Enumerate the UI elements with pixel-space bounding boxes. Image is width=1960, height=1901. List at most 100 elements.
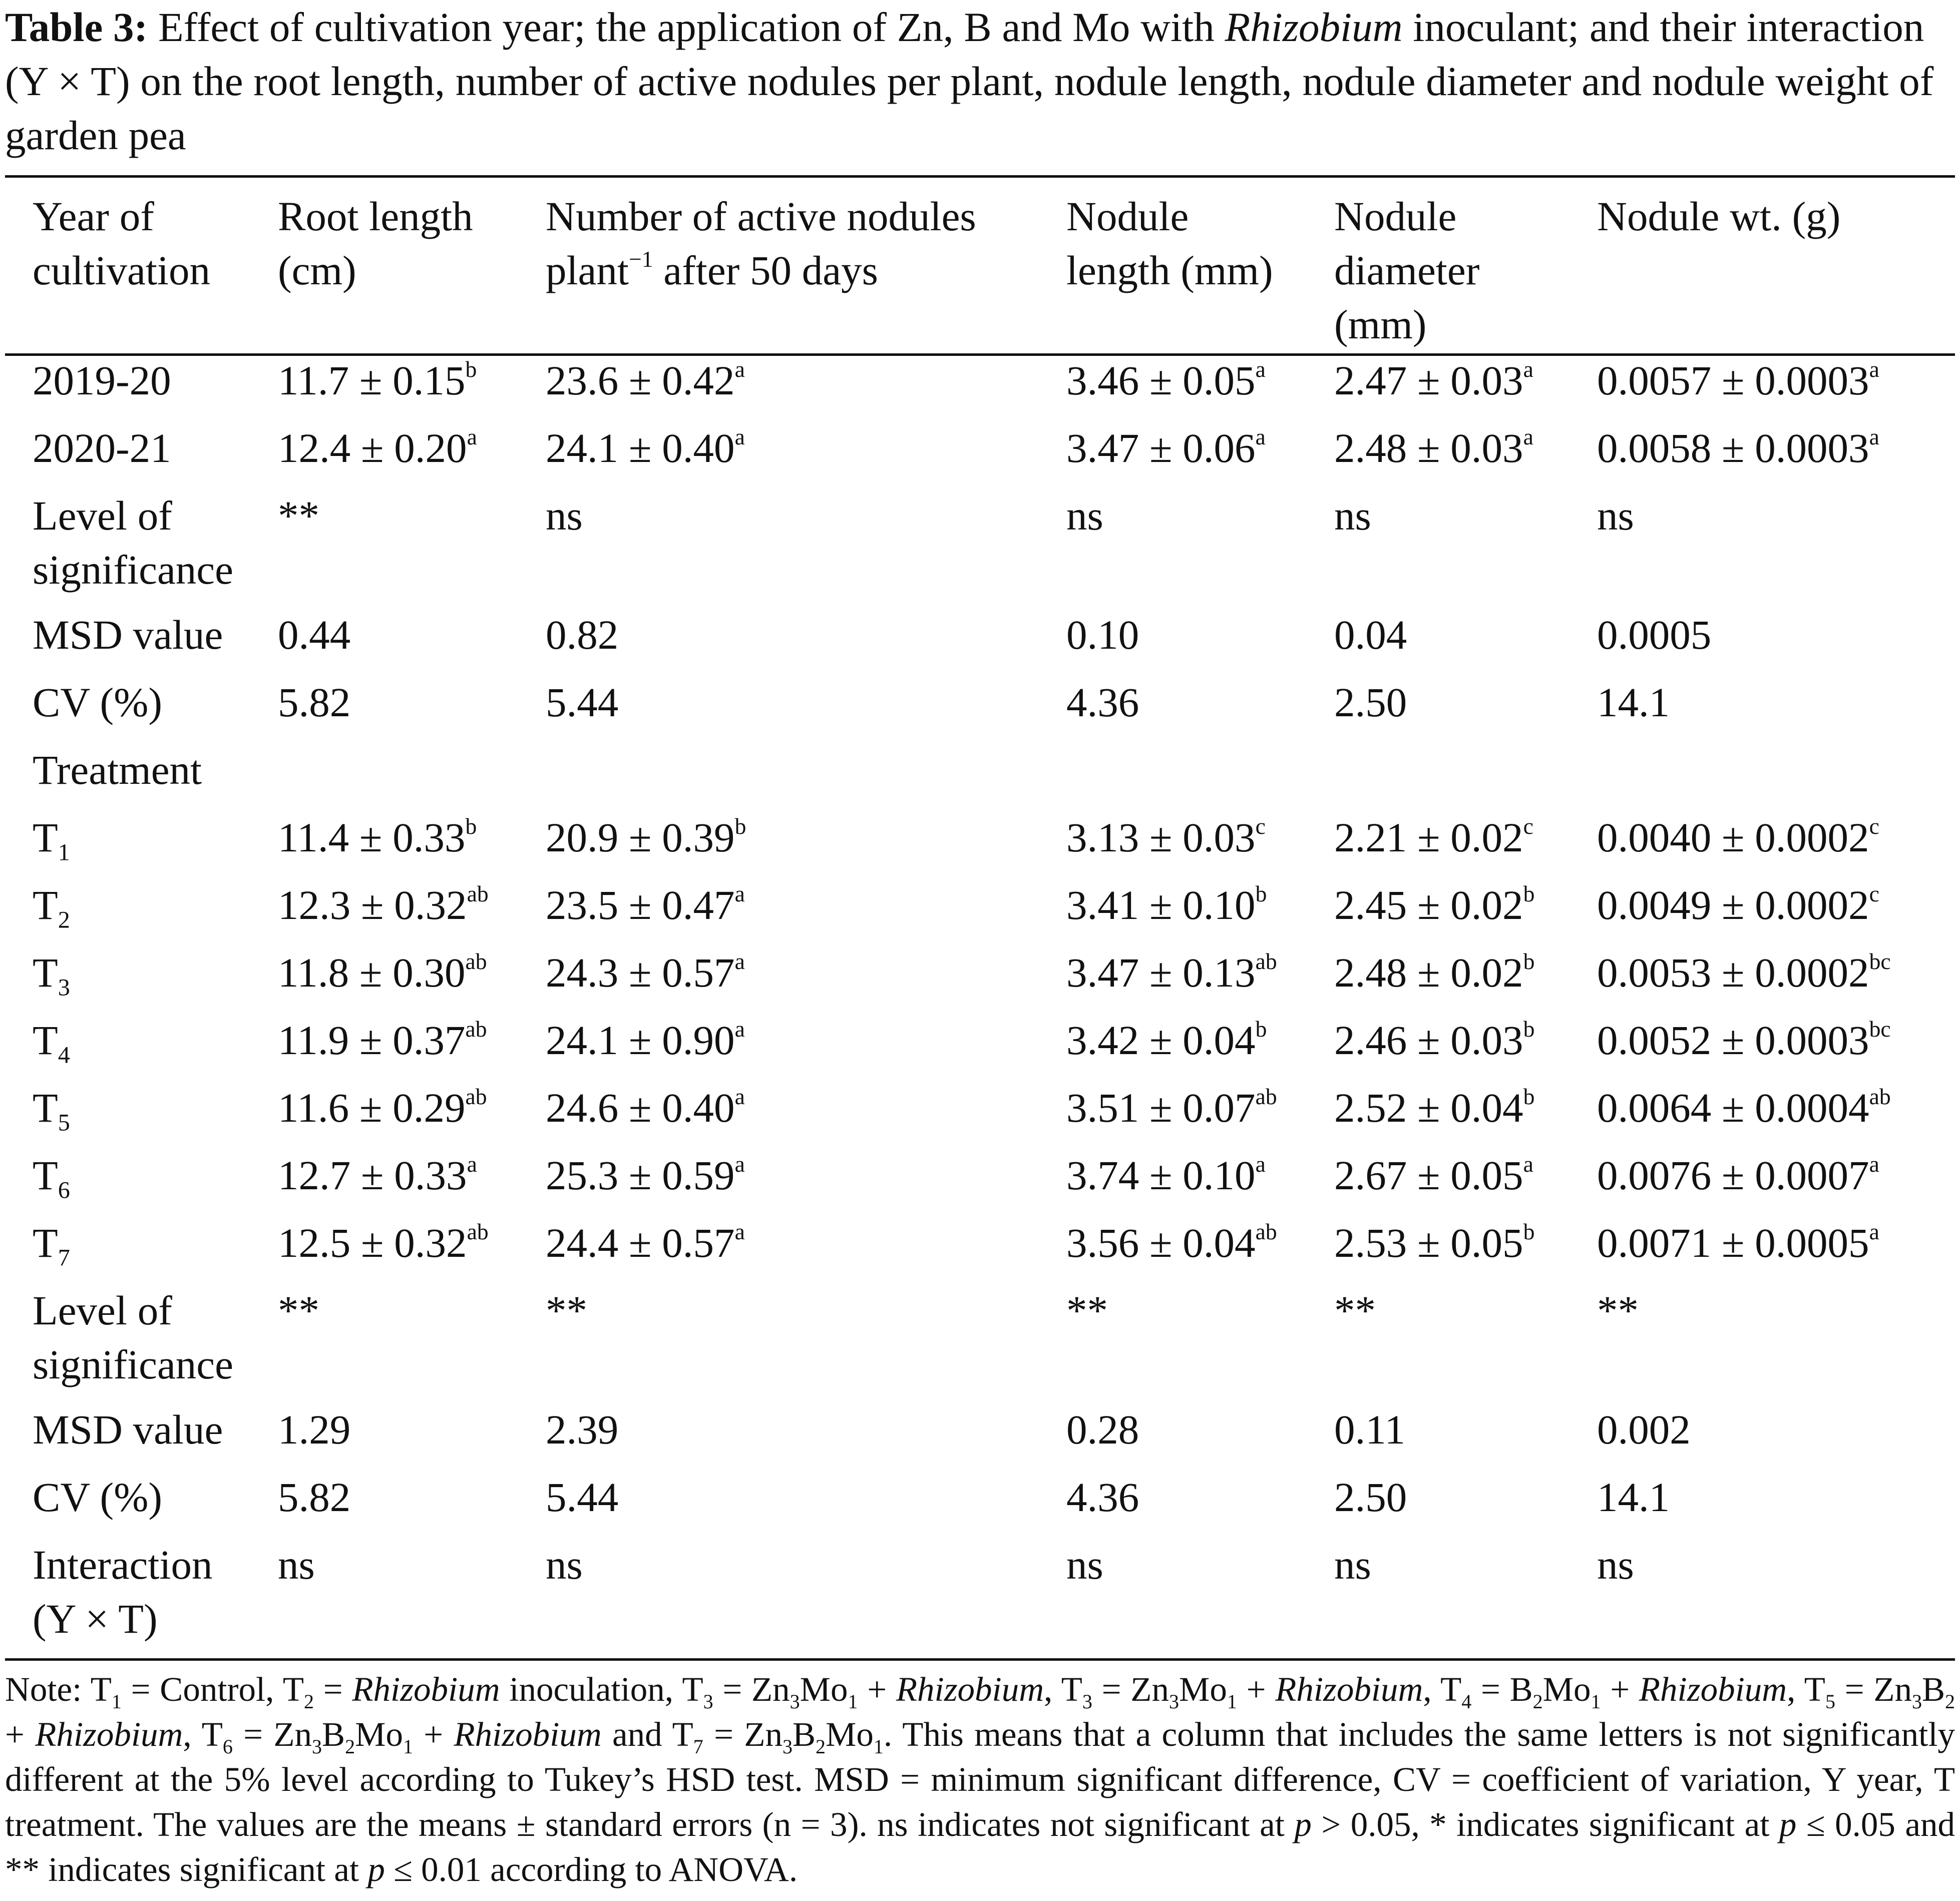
table-cell: 0.11 bbox=[1334, 1406, 1406, 1453]
year-significance-row: Level of significance ** ns ns ns ns bbox=[5, 489, 1955, 608]
treatment-significance-row: Level of significance ** ** ** ** ** bbox=[5, 1283, 1955, 1402]
table-cell: ns bbox=[1066, 1542, 1103, 1588]
table-cell: 2.50 bbox=[1334, 1474, 1407, 1520]
table-cell: ** bbox=[278, 493, 319, 539]
table-cell: 0.002 bbox=[1597, 1406, 1691, 1453]
table-cell: 0.04 bbox=[1334, 612, 1407, 658]
treatment-row: T4 11.9 ± 0.37ab 24.1 ± 0.90a 3.42 ± 0.04b 2… bbox=[5, 1013, 1955, 1081]
table-cell: 2.46 ± 0.03b bbox=[1334, 1016, 1535, 1063]
table-cell: 2.48 ± 0.03a bbox=[1334, 423, 1533, 471]
table-cell: ** bbox=[546, 1287, 587, 1333]
row-label: T2 bbox=[33, 882, 70, 933]
row-label: Interaction (Y × T) bbox=[33, 1542, 213, 1642]
table-cell: ns bbox=[278, 1542, 315, 1588]
year-row: 2019-20 11.7 ± 0.15b 23.6 ± 0.42a 3.46 ± 0.… bbox=[5, 353, 1955, 421]
header-nodule-diameter: Nodule diameter (mm) bbox=[1334, 193, 1480, 347]
table-cell: 2.52 ± 0.04b bbox=[1334, 1083, 1535, 1131]
table-cell: ns bbox=[1334, 1542, 1371, 1588]
table-cell: 2.21 ± 0.02c bbox=[1334, 813, 1533, 860]
table-cell: 2.48 ± 0.02b bbox=[1334, 948, 1535, 996]
table-cell: 24.3 ± 0.57a bbox=[546, 948, 745, 996]
treatment-row: T6 12.7 ± 0.33a 25.3 ± 0.59a 3.74 ± 0.10a 2.… bbox=[5, 1148, 1955, 1216]
header-root-length: Root length (cm) bbox=[278, 193, 473, 293]
header-nodule-weight: Nodule wt. (g) bbox=[1597, 193, 1841, 239]
table-page: Table 3: Effect of cultivation year; the… bbox=[5, 0, 1955, 1901]
table-cell: 0.10 bbox=[1066, 612, 1139, 658]
table-cell: 3.56 ± 0.04ab bbox=[1066, 1218, 1277, 1266]
table-cell: 2.67 ± 0.05a bbox=[1334, 1151, 1533, 1198]
year-msd-row: MSD value 0.44 0.82 0.10 0.04 0.0005 bbox=[5, 608, 1955, 675]
table-cell: 0.0071 ± 0.0005a bbox=[1597, 1218, 1879, 1266]
table-cell: 3.46 ± 0.05a bbox=[1066, 356, 1266, 403]
table-cell: 5.44 bbox=[546, 679, 619, 725]
table-cell: ns bbox=[1066, 493, 1103, 539]
table-cell: 23.5 ± 0.47a bbox=[546, 880, 745, 928]
row-label: CV (%) bbox=[33, 1474, 162, 1520]
table-cell: 12.5 ± 0.32ab bbox=[278, 1218, 489, 1266]
row-label: MSD value bbox=[33, 612, 223, 658]
treatment-heading-row: Treatment bbox=[5, 743, 1955, 810]
row-label: Level of significance bbox=[33, 1287, 233, 1387]
table-cell: 5.82 bbox=[278, 1474, 351, 1520]
table-cell: 4.36 bbox=[1066, 679, 1139, 725]
table-cell: 12.7 ± 0.33a bbox=[278, 1151, 477, 1198]
table-cell: 0.0058 ± 0.0003a bbox=[1597, 423, 1879, 471]
table-cell: ns bbox=[1334, 493, 1371, 539]
table-cell: ** bbox=[1066, 1287, 1108, 1333]
table-cell: 4.36 bbox=[1066, 1474, 1139, 1520]
caption-italic: Rhizobium bbox=[1225, 4, 1403, 50]
table-cell: 2.47 ± 0.03a bbox=[1334, 356, 1533, 403]
table-cell: 2.45 ± 0.02b bbox=[1334, 880, 1535, 928]
row-label: 2020-21 bbox=[33, 425, 171, 471]
row-label: CV (%) bbox=[33, 679, 162, 725]
table-cell: ** bbox=[1334, 1287, 1376, 1333]
table-cell: 2.53 ± 0.05b bbox=[1334, 1218, 1535, 1266]
table-cell: 12.3 ± 0.32ab bbox=[278, 880, 489, 928]
table-cell: 0.44 bbox=[278, 612, 351, 658]
table-body: 2019-20 11.7 ± 0.15b 23.6 ± 0.42a 3.46 ± 0.… bbox=[5, 353, 1955, 1657]
table-cell: 11.8 ± 0.30ab bbox=[278, 948, 487, 996]
results-table: Year of cultivation Root length (cm) Numbe… bbox=[5, 189, 1955, 1657]
header-row: Year of cultivation Root length (cm) Numbe… bbox=[5, 189, 1955, 353]
treatment-row: T1 11.4 ± 0.33b 20.9 ± 0.39b 3.13 ± 0.03c 2.… bbox=[5, 810, 1955, 878]
table-caption: Table 3: Effect of cultivation year; the… bbox=[5, 0, 1955, 162]
table-cell: 0.0049 ± 0.0002c bbox=[1597, 880, 1879, 928]
table-cell: 0.28 bbox=[1066, 1406, 1139, 1453]
treatment-row: T2 12.3 ± 0.32ab 23.5 ± 0.47a 3.41 ± 0.10b 2… bbox=[5, 878, 1955, 945]
table-cell: ns bbox=[546, 493, 583, 539]
table-label: Table 3: bbox=[5, 4, 148, 50]
table-cell: 24.1 ± 0.90a bbox=[546, 1016, 745, 1063]
table-cell: ** bbox=[1597, 1287, 1639, 1333]
treatment-row: T5 11.6 ± 0.29ab 24.6 ± 0.40a 3.51 ± 0.07ab… bbox=[5, 1081, 1955, 1148]
row-label: T6 bbox=[33, 1152, 70, 1204]
row-label: Level of significance bbox=[33, 493, 233, 593]
table-cell: 0.0040 ± 0.0002c bbox=[1597, 813, 1879, 860]
treatment-msd-row: MSD value 1.29 2.39 0.28 0.11 0.002 bbox=[5, 1402, 1955, 1470]
row-label: T5 bbox=[33, 1085, 70, 1136]
year-row: 2020-21 12.4 ± 0.20a 24.1 ± 0.40a 3.47 ± 0.… bbox=[5, 421, 1955, 489]
header-nodule-length: Nodule length (mm) bbox=[1066, 193, 1273, 293]
header-rule bbox=[5, 353, 1955, 356]
header-active-nodules: Number of active nodules plant−1 after 50… bbox=[546, 193, 976, 293]
table-cell: 0.0057 ± 0.0003a bbox=[1597, 356, 1879, 403]
table-cell: 3.42 ± 0.04b bbox=[1066, 1016, 1267, 1063]
table-cell: 3.13 ± 0.03c bbox=[1066, 813, 1266, 860]
bottom-rule bbox=[5, 1658, 1955, 1661]
table-cell: ns bbox=[546, 1542, 583, 1588]
caption-text-1: Effect of cultivation year; the applicat… bbox=[148, 4, 1225, 50]
table-cell: 1.29 bbox=[278, 1406, 351, 1453]
table-cell: ns bbox=[1597, 493, 1634, 539]
treatment-row: T3 11.8 ± 0.30ab 24.3 ± 0.57a 3.47 ± 0.13ab… bbox=[5, 945, 1955, 1013]
treatment-heading: Treatment bbox=[33, 747, 202, 793]
row-label: MSD value bbox=[33, 1406, 223, 1453]
table-cell: 0.0053 ± 0.0002bc bbox=[1597, 948, 1891, 996]
interaction-row: Interaction (Y × T) ns ns ns ns ns bbox=[5, 1538, 1955, 1657]
table-cell: 3.47 ± 0.13ab bbox=[1066, 948, 1277, 996]
table-cell: 2.50 bbox=[1334, 679, 1407, 725]
table-cell: 3.41 ± 0.10b bbox=[1066, 880, 1267, 928]
table-cell: 11.7 ± 0.15b bbox=[278, 356, 477, 403]
table-cell: 5.44 bbox=[546, 1474, 619, 1520]
table-cell: 24.1 ± 0.40a bbox=[546, 423, 745, 471]
table-cell: ** bbox=[278, 1287, 319, 1333]
table-cell: 12.4 ± 0.20a bbox=[278, 423, 477, 471]
